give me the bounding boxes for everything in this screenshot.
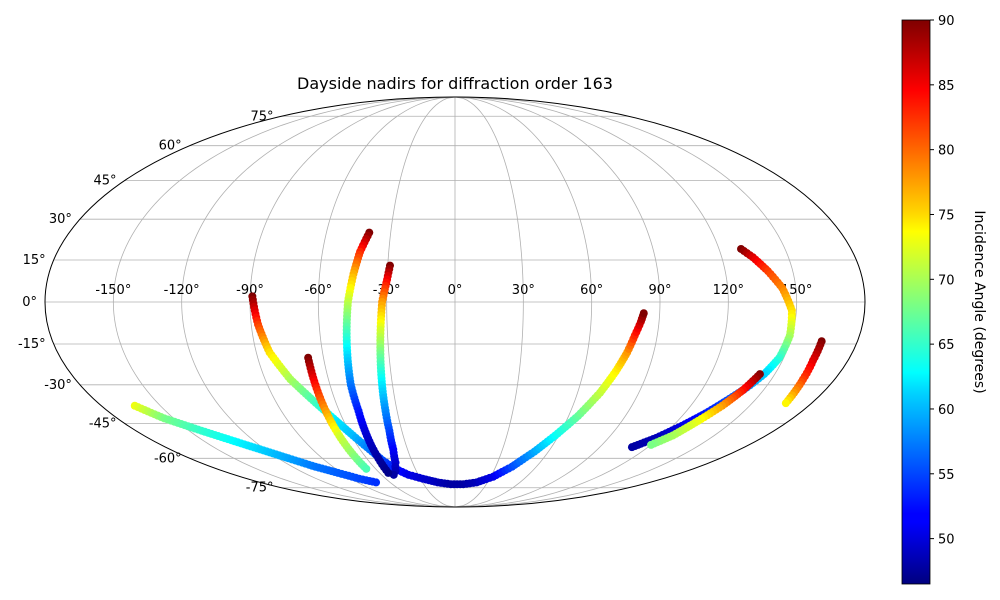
latitude-tick-label: 30° <box>49 212 72 227</box>
longitude-gridline <box>454 96 593 508</box>
latitude-tick-label: -60° <box>154 451 182 466</box>
latitude-tick-label: 15° <box>23 253 46 268</box>
data-point <box>781 399 790 408</box>
longitude-tick-label: 30° <box>512 283 535 298</box>
colorbar <box>901 19 931 585</box>
longitude-tick-label: -60° <box>304 283 332 298</box>
longitude-tick-label: -150° <box>95 283 131 298</box>
data-point <box>647 440 656 449</box>
latitude-tick-label: 45° <box>94 174 117 189</box>
latitude-tick-label: -30° <box>44 378 72 393</box>
colorbar-tick-label: 65 <box>938 338 955 353</box>
longitude-gridline <box>454 96 524 508</box>
data-point <box>384 468 393 477</box>
data-point <box>372 478 381 487</box>
data-point <box>639 309 648 318</box>
longitude-gridline <box>112 96 456 508</box>
latitude-tick-label: 60° <box>159 139 182 154</box>
colorbar-tick-label: 70 <box>938 273 955 288</box>
latitude-tick-label: 0° <box>22 295 37 310</box>
latitude-tick-label: -15° <box>18 337 46 352</box>
longitude-gridline <box>454 96 661 508</box>
longitude-gridline <box>454 96 729 508</box>
longitude-gridline <box>317 96 456 508</box>
latitude-tick-label: 75° <box>250 109 273 124</box>
data-point <box>362 464 371 473</box>
longitude-tick-label: 60° <box>580 283 603 298</box>
colorbar-tick-label: 90 <box>938 14 955 29</box>
longitude-tick-label: 120° <box>713 283 744 298</box>
longitude-gridline <box>386 96 456 508</box>
map-border <box>44 96 866 508</box>
longitude-tick-label: -120° <box>164 283 200 298</box>
colorbar-tick-label: 75 <box>938 208 955 223</box>
colorbar-tick-label: 85 <box>938 79 955 94</box>
longitude-tick-labels: -150°-120°-90°-60°-30°0°30°60°90°120°150… <box>95 283 812 298</box>
longitude-tick-label: -90° <box>236 283 264 298</box>
latitude-tick-label: -45° <box>89 416 117 431</box>
longitude-tick-label: 0° <box>448 283 463 298</box>
colorbar-label: Incidence Angle (degrees) <box>971 210 987 393</box>
longitude-tick-label: 90° <box>648 283 671 298</box>
map-grid <box>45 96 865 508</box>
data-points <box>130 228 826 489</box>
colorbar-tick-label: 55 <box>938 468 955 483</box>
latitude-tick-labels: 75° 60° 45° 30° 15° 0° -15° -30° -45° -60° -75° <box>18 109 274 495</box>
colorbar-tick-label: 60 <box>938 403 955 418</box>
colorbar-ticks: 90 85 80 75 70 65 60 55 50 <box>930 14 955 548</box>
data-point <box>627 443 636 452</box>
colorbar-tick-label: 50 <box>938 533 955 548</box>
chart-title: Dayside nadirs for diffraction order 163 <box>297 74 613 93</box>
colorbar-tick-label: 80 <box>938 144 955 159</box>
longitude-gridline <box>454 96 798 508</box>
latitude-tick-label: -75° <box>246 481 274 496</box>
